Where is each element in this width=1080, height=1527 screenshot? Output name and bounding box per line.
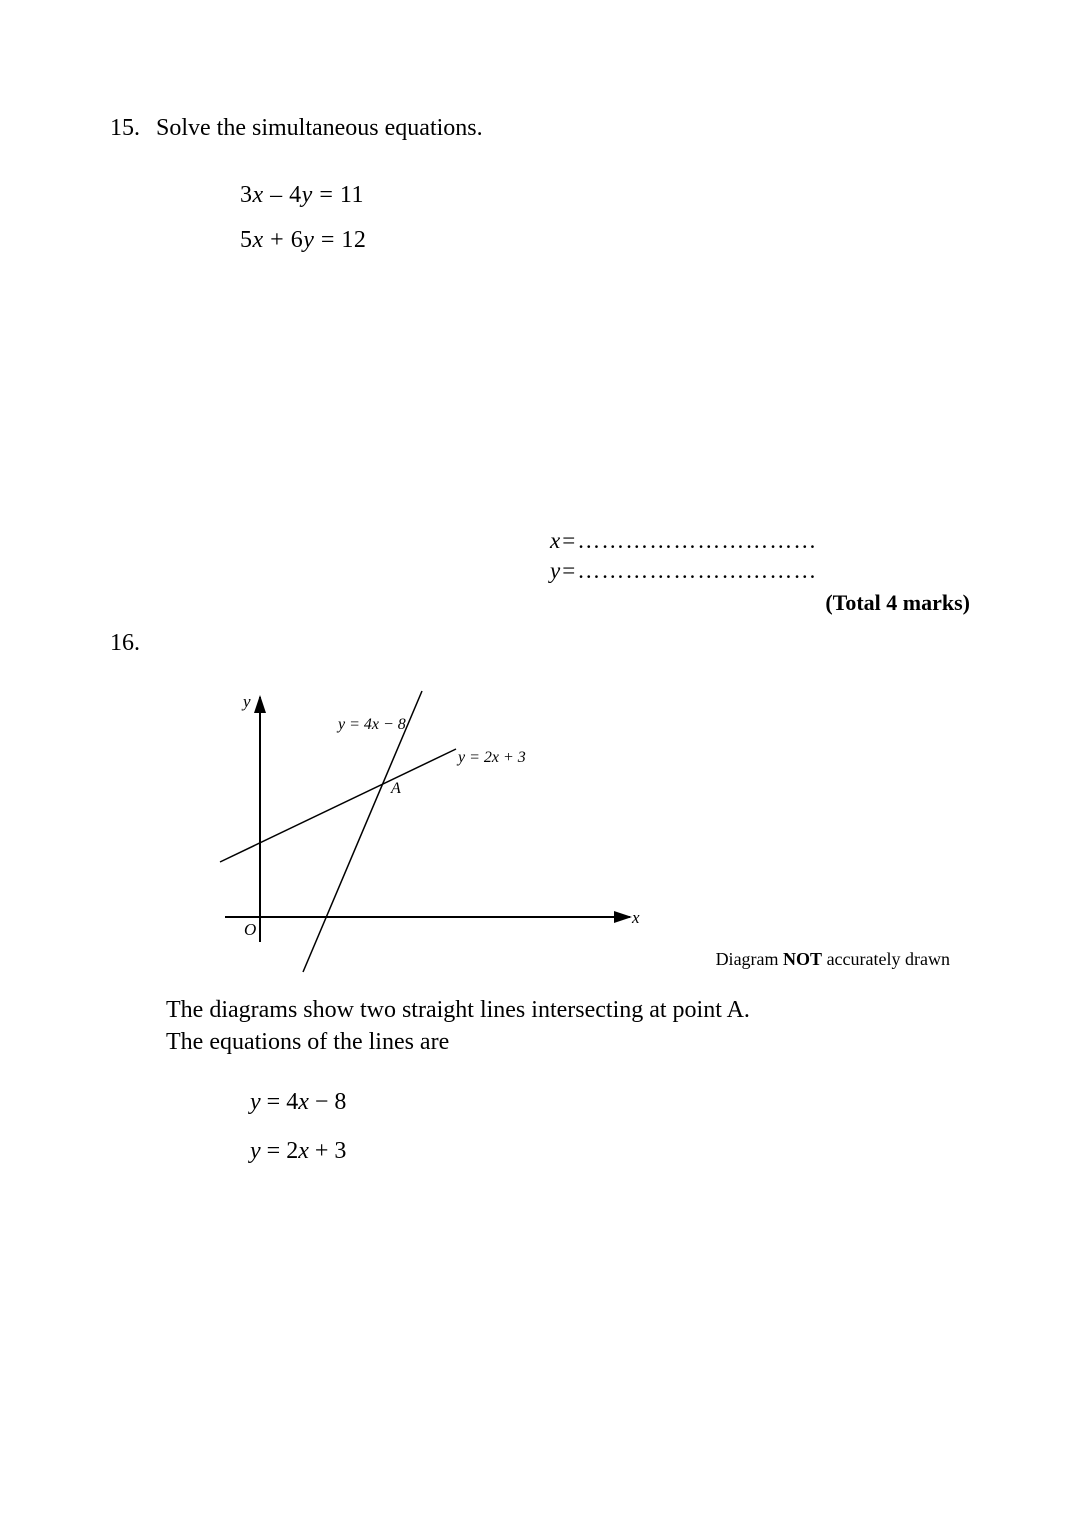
- q15-eq2: 5x + 6y = 12: [240, 227, 970, 254]
- q16-diagram-caption: Diagram NOT accurately drawn: [716, 949, 950, 970]
- svg-text:A: A: [390, 780, 401, 797]
- q15-answer-y: y =…………………………: [550, 558, 970, 584]
- q16-desc-line2: The equations of the lines are: [166, 1026, 970, 1058]
- q15-eq1: 3x – 4y = 11: [240, 182, 970, 209]
- svg-text:y: y: [241, 692, 251, 711]
- q15-total-marks: (Total 4 marks): [550, 590, 970, 616]
- svg-text:O: O: [244, 920, 256, 939]
- svg-text:y = 2x + 3: y = 2x + 3: [456, 749, 526, 766]
- q16-block: 16. y x Oy = 4x − 8 y = 2x + 3 A Diagram NOT…: [110, 630, 970, 1187]
- q15-header: 15. Solve the simultaneous equations.: [110, 115, 970, 142]
- q16-eq2: y = 2x + 3: [250, 1138, 970, 1165]
- q16-equations: y = 4x − 8 y = 2x + 3: [250, 1089, 970, 1165]
- q16-diagram: y x Oy = 4x − 8 y = 2x + 3 A: [210, 687, 650, 977]
- q16-eq1: y = 4x − 8: [250, 1089, 970, 1116]
- q15-number: 15.: [110, 115, 156, 142]
- q15-answer-x: x =…………………………: [550, 528, 970, 554]
- q15-equations: 3x – 4y = 11 5x + 6y = 12: [240, 182, 970, 254]
- q16-desc-line1: The diagrams show two straight lines int…: [166, 994, 970, 1026]
- q16-number: 16.: [110, 630, 970, 657]
- q16-diagram-wrap: yxOy = 4x − 8y = 2x + 3A Diagram NOT acc…: [210, 687, 910, 982]
- q15-answer-block: x =………………………… y =………………………… (Total 4 mar…: [550, 528, 970, 616]
- svg-text:x: x: [631, 908, 640, 927]
- svg-text:y = 4x − 8: y = 4x − 8: [336, 716, 406, 733]
- q15-prompt: Solve the simultaneous equations.: [156, 115, 483, 142]
- q16-description: The diagrams show two straight lines int…: [166, 994, 970, 1059]
